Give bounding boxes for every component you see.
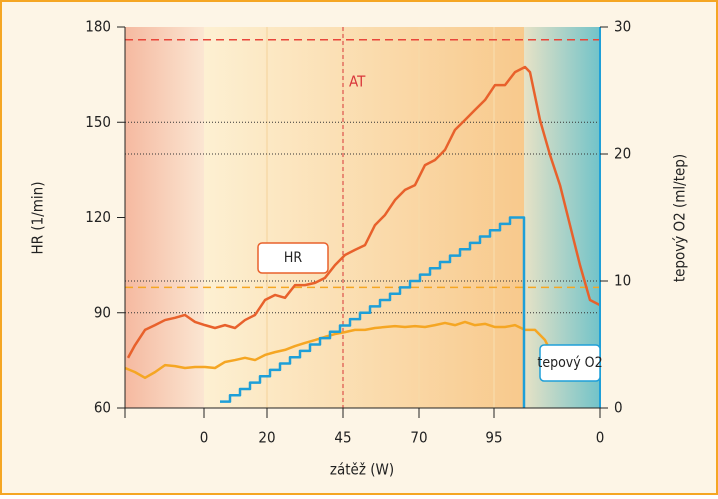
y2-tick-label: 0 (614, 399, 623, 417)
vline-label: AT (349, 73, 366, 91)
annotation-box (539, 344, 601, 382)
x-tick-label: 45 (334, 429, 351, 447)
zone (204, 27, 524, 408)
y-tick-label: 120 (85, 208, 111, 226)
annotation-box (257, 242, 329, 274)
x-tick-label: 95 (485, 429, 502, 447)
zone (125, 27, 204, 408)
y-tick-label: 60 (94, 399, 111, 417)
annotation: tepový O2 (537, 355, 602, 371)
series-line (126, 65, 601, 359)
x-label: zátěž (W) (330, 461, 394, 479)
annotation: HR (284, 250, 302, 266)
series-line (124, 320, 601, 380)
y-tick-label: 150 (85, 113, 111, 131)
x-tick-label: 20 (258, 429, 275, 447)
y2-label: tepový O2 (ml/tep) (671, 154, 689, 282)
series-line (220, 216, 526, 408)
y2-tick-label: 30 (614, 18, 631, 36)
x-tick-label: 0 (200, 429, 209, 447)
y-label: HR (1/min) (29, 182, 47, 255)
y2-tick-label: 20 (614, 145, 631, 163)
y-tick-label: 180 (85, 18, 111, 36)
background (125, 27, 600, 408)
y2-tick-label: 10 (614, 272, 631, 290)
x-tick-label: 0 (596, 429, 605, 447)
x-tick-label: 70 (410, 429, 427, 447)
y-tick-label: 90 (94, 303, 111, 321)
